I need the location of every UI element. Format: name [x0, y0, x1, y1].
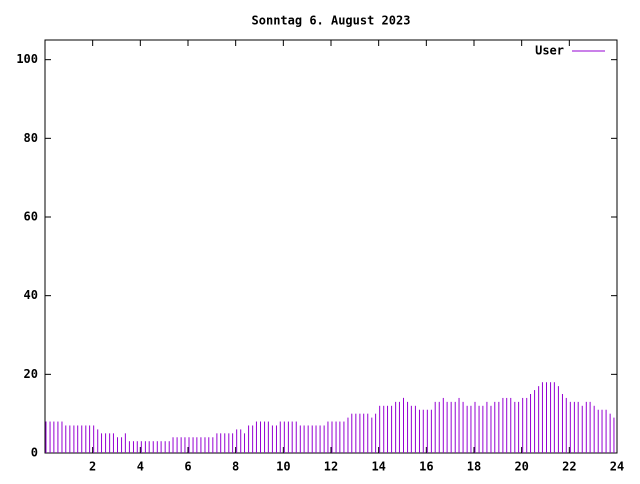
plot-border: [44, 39, 618, 454]
x-tick-label: 24: [610, 460, 624, 474]
x-tick-label: 20: [514, 460, 528, 474]
chart-title: Sonntag 6. August 2023: [252, 14, 411, 28]
y-tick-label: 60: [24, 210, 38, 224]
x-tick-label: 22: [562, 460, 576, 474]
y-tick-label: 40: [24, 288, 38, 302]
x-tick-label: 8: [232, 460, 239, 474]
x-tick-label: 12: [324, 460, 338, 474]
x-tick-label: 2: [89, 460, 96, 474]
x-tick-label: 14: [371, 460, 385, 474]
x-tick-label: 16: [419, 460, 433, 474]
y-tick-label: 100: [16, 52, 38, 66]
x-tick-label: 6: [184, 460, 191, 474]
x-tick-label: 4: [137, 460, 144, 474]
x-tick-label: 18: [467, 460, 481, 474]
legend-label: User: [535, 44, 564, 58]
y-tick-label: 0: [31, 446, 38, 460]
y-tick-label: 20: [24, 367, 38, 381]
y-tick-label: 80: [24, 131, 38, 145]
x-tick-label: 10: [276, 460, 290, 474]
